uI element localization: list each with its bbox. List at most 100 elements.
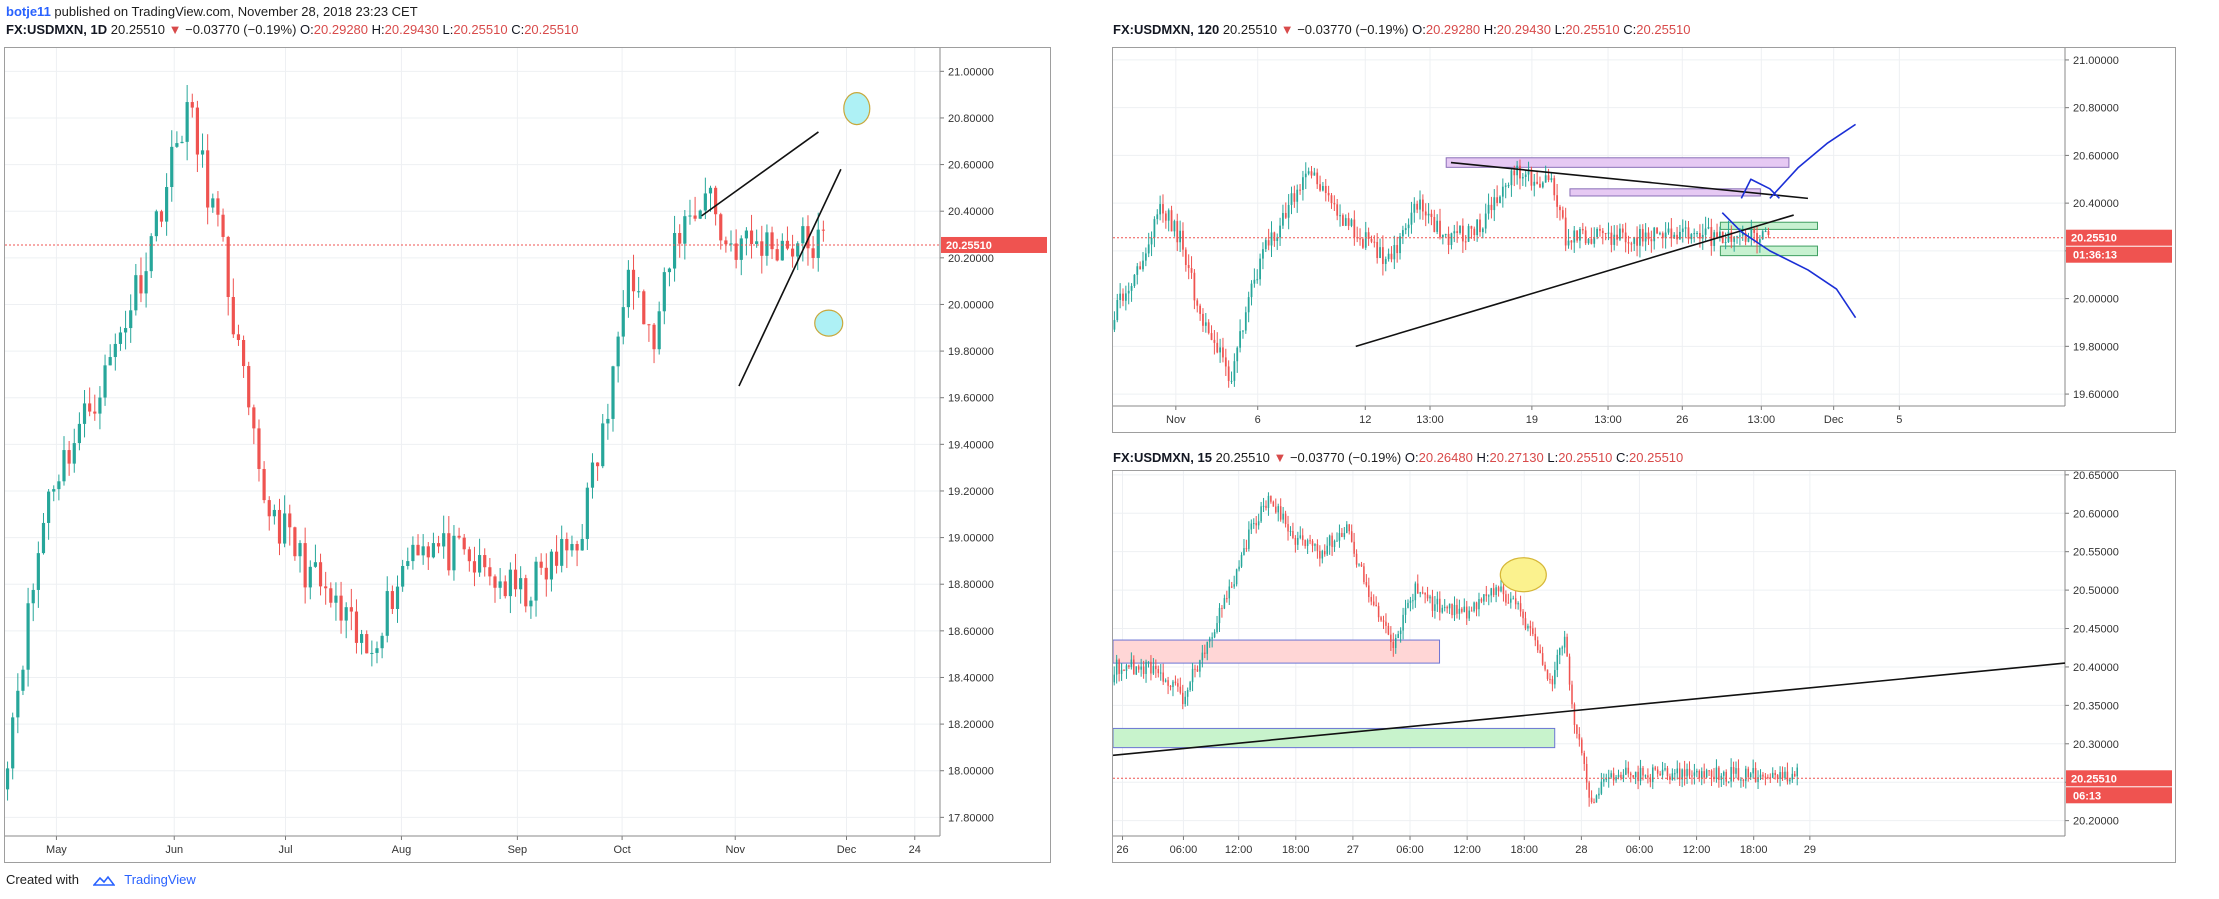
candle-body xyxy=(1458,608,1461,614)
legend-120: FX:USDMXN, 120 20.25510 ▼ −0.03770 (−0.1… xyxy=(1113,22,1691,37)
candle-body xyxy=(1522,611,1524,619)
candle-body xyxy=(1375,604,1377,607)
chart-panel-15[interactable]: 20.65000 20.60000 20.55000 20.50000 20.45000… xyxy=(1112,470,2176,863)
y-tick-label: 18.00000 xyxy=(948,766,994,778)
candle-body xyxy=(1360,564,1363,567)
candle-body xyxy=(1767,231,1770,235)
candle-body xyxy=(1226,598,1228,600)
candle-body xyxy=(508,569,512,597)
candle-body xyxy=(118,332,123,344)
candle-body xyxy=(1370,596,1373,602)
candle-body xyxy=(1473,228,1476,236)
candle-body xyxy=(221,214,225,237)
x-tick-label: 18:00 xyxy=(1282,844,1310,856)
candle-body xyxy=(401,565,405,587)
candle-body xyxy=(1492,588,1495,595)
candle-body xyxy=(1475,602,1478,610)
candle-body xyxy=(1650,239,1653,242)
candle-body xyxy=(62,450,66,482)
candle-body xyxy=(1135,666,1138,675)
candle-body xyxy=(1187,265,1190,269)
candle-body xyxy=(1725,771,1727,782)
candle-body xyxy=(483,555,487,568)
candle-body xyxy=(1265,505,1267,508)
candle-body xyxy=(1346,524,1348,534)
candle-body xyxy=(1426,594,1429,599)
candle-body xyxy=(1202,313,1204,326)
candle-body xyxy=(226,236,230,297)
candle-body xyxy=(257,428,261,469)
tradingview-link[interactable]: TradingView xyxy=(124,872,196,887)
wedge-lower-trendline xyxy=(738,168,842,387)
candle-body xyxy=(1723,771,1725,776)
candle-body xyxy=(241,340,246,367)
chart-panel-daily[interactable]: 21.00000 20.80000 20.60000 20.40000 20.20000… xyxy=(4,47,1051,863)
candle-body xyxy=(1196,669,1199,672)
candle-body xyxy=(1253,279,1256,284)
candle-body xyxy=(729,243,733,245)
legend-symbol: FX:USDMXN, 15 xyxy=(1113,450,1212,465)
candle-body xyxy=(1347,218,1350,226)
candle-body xyxy=(1747,237,1750,242)
candle-body xyxy=(790,248,795,257)
candle-body xyxy=(1453,231,1456,234)
candle-body xyxy=(1561,647,1563,649)
down-arrow-icon: ▼ xyxy=(1280,22,1294,37)
candle-body xyxy=(1439,220,1441,238)
author-link[interactable]: botje11 xyxy=(6,4,51,19)
demand-zone xyxy=(1113,727,1556,749)
candle-body xyxy=(11,717,15,769)
candle-body xyxy=(1551,679,1554,685)
countdown-label: 06:13 xyxy=(2073,790,2101,802)
daily-chart-svg: 21.00000 20.80000 20.60000 20.40000 20.20000… xyxy=(5,48,1047,856)
candle-body xyxy=(1507,602,1510,604)
candle-body xyxy=(1173,221,1176,232)
y-tick-label: 18.20000 xyxy=(948,719,994,731)
down-arrow-icon: ▼ xyxy=(1273,450,1287,465)
candle-body xyxy=(16,690,20,718)
candle-body xyxy=(1678,768,1681,780)
candle-body xyxy=(1579,229,1581,241)
candle-body xyxy=(1607,232,1610,234)
candle-body xyxy=(1696,232,1698,234)
candle-body xyxy=(1169,685,1172,688)
candle-body xyxy=(165,187,169,222)
candle-body xyxy=(1764,776,1767,778)
candle-body xyxy=(1199,305,1201,314)
candle-body xyxy=(1750,229,1753,238)
candle-body xyxy=(1296,189,1299,202)
candle-body xyxy=(426,546,430,558)
candle-body xyxy=(1172,681,1174,688)
candle-body xyxy=(1434,604,1436,611)
candle-body xyxy=(1284,212,1287,218)
candle-body xyxy=(1223,598,1226,609)
candle-body xyxy=(1387,253,1390,260)
candle-body xyxy=(796,243,800,257)
candle-body xyxy=(806,226,810,249)
candle-body xyxy=(1501,186,1504,197)
chart-panel-120[interactable]: 21.0000020.8000020.6000020.4000020.20000… xyxy=(1112,47,2176,433)
candle-body xyxy=(1585,763,1588,783)
x-tick-label: 26 xyxy=(1676,414,1688,426)
resistance-zone xyxy=(1445,157,1790,168)
countdown-tag xyxy=(2066,246,2172,263)
candle-body xyxy=(1306,540,1309,546)
x-tick-label: Nov xyxy=(725,844,745,856)
candle-body xyxy=(200,150,205,155)
candle-body xyxy=(1617,774,1620,778)
candle-body xyxy=(1703,771,1705,778)
candle-body xyxy=(672,233,677,269)
candle-body xyxy=(785,240,790,249)
candle-body xyxy=(1235,569,1238,585)
candle-body xyxy=(1167,680,1169,686)
candle-body xyxy=(1573,704,1576,725)
candle-body xyxy=(1595,795,1598,803)
candle-body xyxy=(513,569,518,590)
candle-body xyxy=(1487,204,1490,214)
candle-body xyxy=(1495,587,1497,595)
candle-body xyxy=(498,581,502,588)
candle-body xyxy=(1125,665,1128,671)
candle-body xyxy=(703,193,707,211)
candle-body xyxy=(288,513,292,528)
legend-c-label: C: xyxy=(1616,450,1630,465)
